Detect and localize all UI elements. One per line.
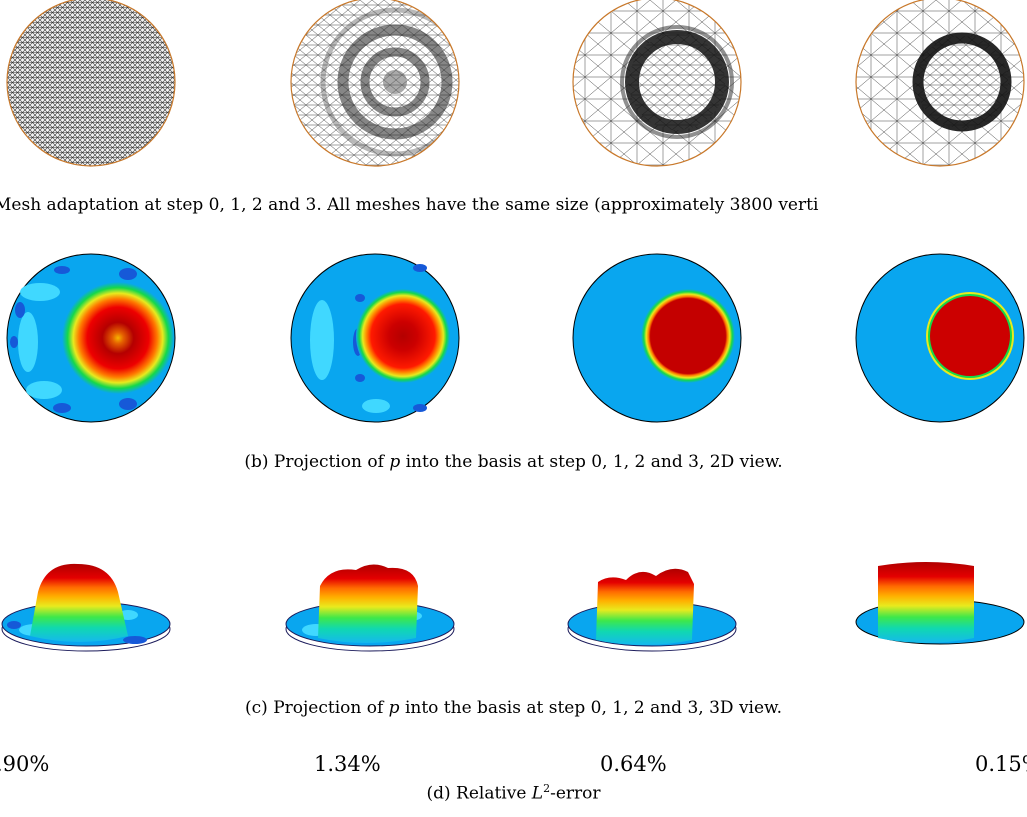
caption-b: (b) Projection of p into the basis at st… [0, 452, 1027, 472]
projection-2d-row [6, 253, 1025, 423]
mesh-step-2 [572, 0, 742, 167]
caption-c-suffix: into the basis at step 0, 1, 2 and 3, 3D… [399, 698, 782, 718]
caption-b-variable: p [389, 452, 401, 472]
projection-3d-row [1, 562, 1025, 652]
projection-3d-step-1 [285, 564, 455, 652]
projection-2d-step-1 [290, 253, 460, 423]
caption-a: Mesh adaptation at step 0, 1, 2 and 3. A… [0, 195, 819, 215]
caption-d: (d) Relative L2-error [0, 782, 1027, 804]
error-step-1: 1.34% [314, 752, 381, 776]
caption-b-prefix: (b) Projection of [244, 452, 390, 472]
projection-3d-step-3 [855, 562, 1025, 645]
projection-2d-step-3 [855, 253, 1025, 423]
caption-c-prefix: (c) Projection of [245, 698, 389, 718]
projection-2d-step-2 [572, 253, 742, 423]
mesh-step-3 [855, 0, 1025, 167]
error-step-0: .90% [0, 752, 50, 776]
projection-3d-step-0 [1, 563, 171, 652]
projection-3d-step-2 [567, 568, 737, 652]
mesh-row [6, 0, 1025, 167]
projection-2d-step-0 [6, 253, 176, 423]
caption-d-prefix: (d) Relative [426, 783, 532, 804]
caption-d-suffix: -error [550, 783, 601, 804]
caption-c-variable: p [388, 698, 400, 718]
caption-c: (c) Projection of p into the basis at st… [0, 698, 1027, 718]
caption-d-superscript: 2 [543, 782, 551, 795]
mesh-step-0 [6, 0, 176, 167]
error-step-2: 0.64% [600, 752, 667, 776]
caption-d-variable: L [531, 783, 544, 804]
error-step-3: 0.15% [975, 752, 1027, 776]
mesh-step-1 [290, 0, 460, 167]
caption-b-suffix: into the basis at step 0, 1, 2 and 3, 2D… [400, 452, 783, 472]
